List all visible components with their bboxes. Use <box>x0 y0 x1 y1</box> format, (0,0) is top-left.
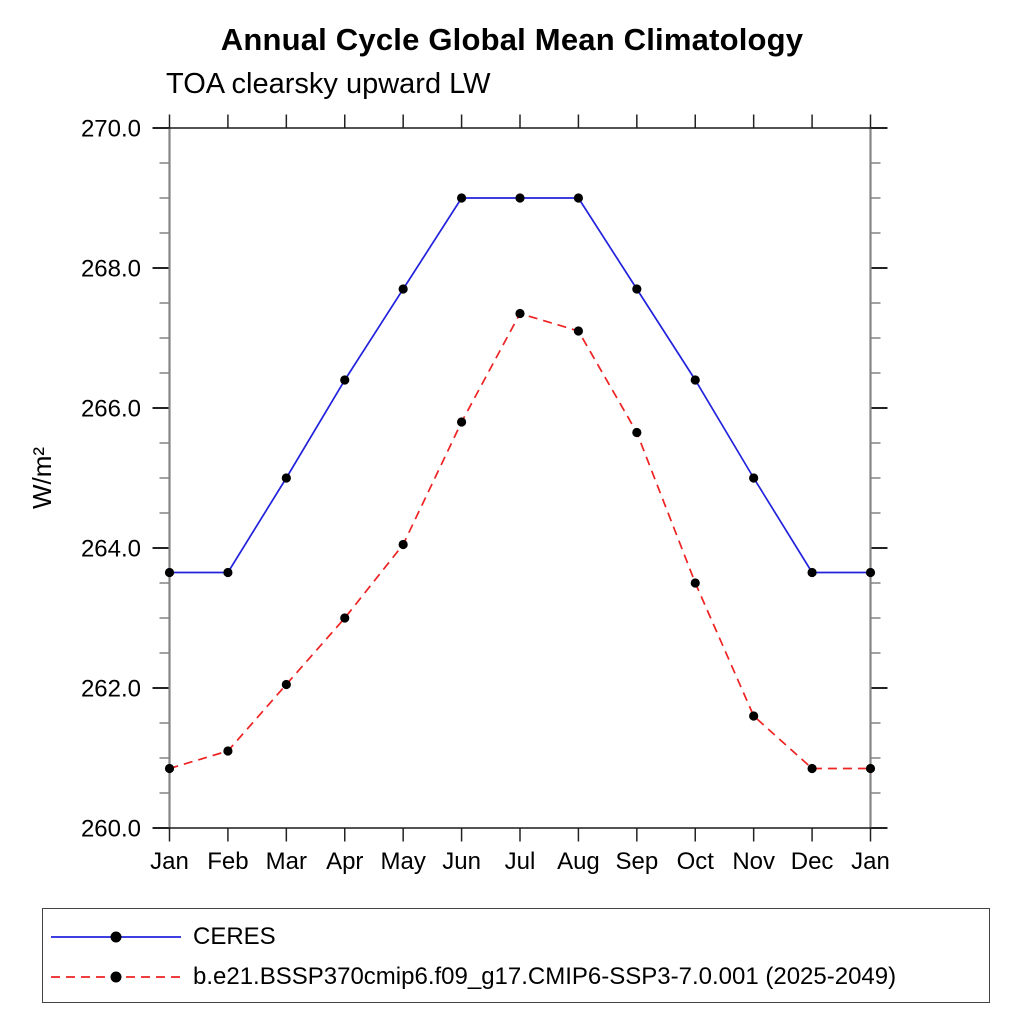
data-point-marker-series0 <box>223 567 233 578</box>
data-point-marker-series1 <box>515 308 525 319</box>
data-point-marker-series1 <box>573 326 584 336</box>
x-tick-label: Oct <box>677 848 715 875</box>
data-point-marker-series1 <box>456 417 467 427</box>
x-tick-label: May <box>380 848 425 875</box>
chart-subtitle: TOA clearsky upward LW <box>166 68 491 100</box>
series-line-0 <box>169 197 871 574</box>
legend-label-model: b.e21.BSSP370cmip6.f09_g17.CMIP6-SSP3-7.… <box>193 963 897 990</box>
y-tick-label: 266.0 <box>81 396 141 423</box>
legend-marker <box>110 931 122 943</box>
data-point-marker-series0 <box>398 284 408 294</box>
x-tick-label: Jan <box>150 848 189 875</box>
data-point-marker-series0 <box>164 567 175 578</box>
data-point-marker-series1 <box>164 763 175 774</box>
y-tick-label: 268.0 <box>81 256 141 283</box>
x-tick-label: Nov <box>732 848 775 875</box>
y-tick-label: 270.0 <box>81 116 141 143</box>
data-point-marker-series0 <box>573 193 584 203</box>
data-point-marker-series1 <box>398 539 408 550</box>
y-tick-label: 260.0 <box>81 816 141 843</box>
legend-item-model: b.e21.BSSP370cmip6.f09_g17.CMIP6-SSP3-7.… <box>49 962 896 992</box>
data-point-marker-series0 <box>515 193 525 203</box>
x-tick-label: Mar <box>266 848 307 875</box>
x-tick-label: Apr <box>326 848 363 875</box>
data-point-marker-series1 <box>807 763 817 774</box>
data-point-marker-series1 <box>340 613 350 623</box>
data-point-marker-series1 <box>223 746 233 756</box>
legend-label-ceres: CERES <box>193 923 276 950</box>
data-point-marker-series1 <box>632 427 642 438</box>
y-tick-label: 264.0 <box>81 536 141 563</box>
data-point-marker-series1 <box>865 763 876 774</box>
data-point-marker-series0 <box>456 193 467 203</box>
legend-item-ceres: CERES <box>49 922 276 952</box>
series-line-1 <box>169 312 871 770</box>
chart-title: Annual Cycle Global Mean Climatology <box>220 22 804 57</box>
x-tick-label: Jun <box>442 848 481 875</box>
x-tick-label: Feb <box>207 848 248 875</box>
data-point-marker-series1 <box>281 679 291 690</box>
legend-swatch-ceres <box>51 931 181 943</box>
x-tick-label: Jul <box>505 848 536 875</box>
x-tick-label: Jan <box>851 848 890 875</box>
legend-box: CERES b.e21.BSSP370cmip6.f09_g17.CMIP6-S… <box>42 908 990 1003</box>
legend-marker <box>110 971 122 983</box>
data-point-marker-series0 <box>749 473 759 483</box>
data-point-marker-series0 <box>807 567 817 578</box>
data-point-marker-series0 <box>865 567 876 578</box>
data-point-marker-series0 <box>632 284 642 294</box>
x-tick-label: Sep <box>615 848 658 875</box>
data-point-marker-series1 <box>690 578 700 588</box>
data-point-marker-series0 <box>690 375 700 385</box>
x-tick-label: Dec <box>791 848 834 875</box>
legend-swatch-model <box>51 971 181 983</box>
data-point-marker-series0 <box>340 375 350 385</box>
x-tick-label: Aug <box>557 848 600 875</box>
y-tick-label: 262.0 <box>81 676 141 703</box>
data-point-marker-series0 <box>281 473 291 483</box>
data-point-marker-series1 <box>749 711 759 721</box>
